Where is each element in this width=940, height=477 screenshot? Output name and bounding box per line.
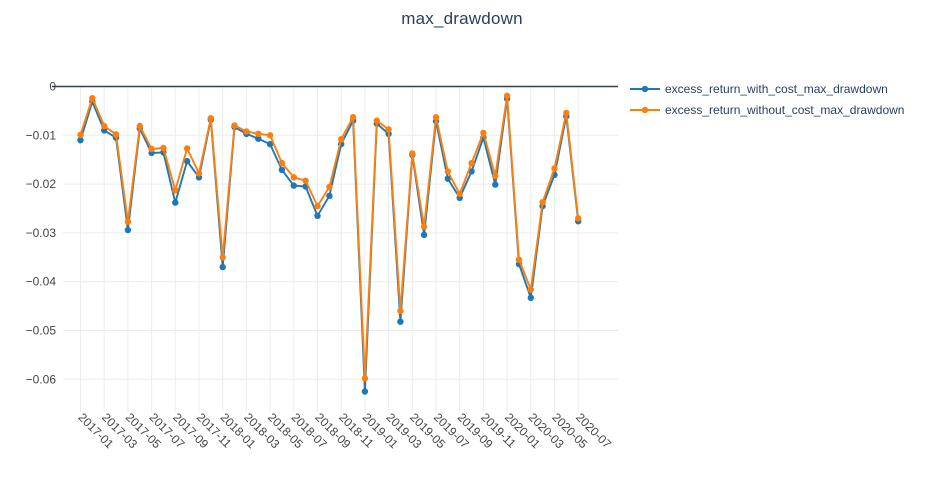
data-point	[77, 137, 84, 144]
data-point	[397, 307, 404, 315]
data-point	[527, 294, 534, 301]
data-point	[515, 256, 523, 263]
data-point	[480, 129, 487, 137]
data-point	[338, 136, 345, 143]
data-point	[290, 174, 297, 181]
data-point	[420, 223, 428, 230]
data-point	[148, 145, 155, 153]
y-tick-label: −0.01	[26, 128, 57, 142]
series-line-with-cost	[79, 97, 580, 393]
data-point	[492, 181, 499, 188]
data-point	[278, 159, 286, 167]
legend-item-without-cost[interactable]: excess_return_without_cost_max_drawdown	[630, 99, 904, 120]
data-point	[255, 130, 262, 137]
data-point	[444, 175, 451, 182]
data-point	[136, 122, 143, 130]
data-point	[124, 226, 132, 234]
y-tick-label: −0.06	[26, 372, 57, 386]
legend: excess_return_with_cost_max_drawdown exc…	[630, 78, 904, 120]
data-point	[101, 122, 108, 130]
data-point	[444, 168, 451, 175]
chart-title: max_drawdown	[401, 9, 523, 28]
data-point	[349, 114, 357, 121]
data-point	[361, 388, 369, 395]
series-line-without-cost	[79, 94, 580, 380]
data-point	[290, 182, 297, 189]
data-point	[266, 140, 274, 148]
data-point	[468, 159, 475, 167]
data-point	[397, 318, 404, 325]
legend-label-without-cost: excess_return_without_cost_max_drawdown	[665, 102, 905, 117]
legend-label-with-cost: excess_return_with_cost_max_drawdown	[665, 81, 888, 96]
data-point	[409, 150, 416, 157]
data-point	[243, 128, 250, 135]
data-point	[456, 190, 463, 198]
data-point	[231, 122, 238, 129]
data-point	[527, 286, 534, 293]
data-point	[195, 170, 203, 177]
data-point	[492, 172, 499, 179]
data-point	[172, 187, 179, 194]
data-point	[539, 199, 546, 206]
data-point	[183, 158, 191, 165]
data-point	[207, 115, 214, 122]
data-point	[266, 132, 274, 139]
data-point	[183, 145, 191, 152]
y-tick-label: −0.02	[26, 177, 57, 191]
data-point	[172, 199, 179, 206]
data-point	[89, 95, 96, 102]
data-point	[124, 218, 132, 225]
data-point	[101, 127, 108, 134]
data-point	[361, 375, 369, 382]
data-point	[503, 92, 511, 100]
data-point	[432, 114, 440, 121]
y-tick-label: −0.04	[26, 275, 57, 289]
data-point	[326, 183, 333, 191]
data-point	[77, 131, 84, 138]
data-point	[563, 109, 570, 117]
data-point	[219, 254, 226, 261]
data-point	[302, 177, 309, 184]
data-point	[575, 215, 582, 222]
y-tick-label: −0.05	[26, 324, 57, 338]
data-point	[255, 135, 262, 142]
data-point	[160, 144, 167, 152]
data-point	[314, 212, 321, 219]
legend-item-with-cost[interactable]: excess_return_with_cost_max_drawdown	[630, 78, 904, 99]
data-point	[314, 202, 321, 210]
data-point	[373, 117, 380, 124]
data-point	[278, 166, 286, 174]
legend-swatch-with-cost-icon	[630, 85, 660, 92]
legend-swatch-without-cost-icon	[630, 106, 660, 113]
data-point	[551, 165, 558, 172]
data-point	[385, 126, 392, 133]
data-point	[326, 192, 333, 199]
y-tick-label: −0.03	[26, 226, 57, 240]
data-point	[219, 263, 226, 271]
data-point	[112, 131, 120, 138]
data-point	[420, 231, 428, 239]
